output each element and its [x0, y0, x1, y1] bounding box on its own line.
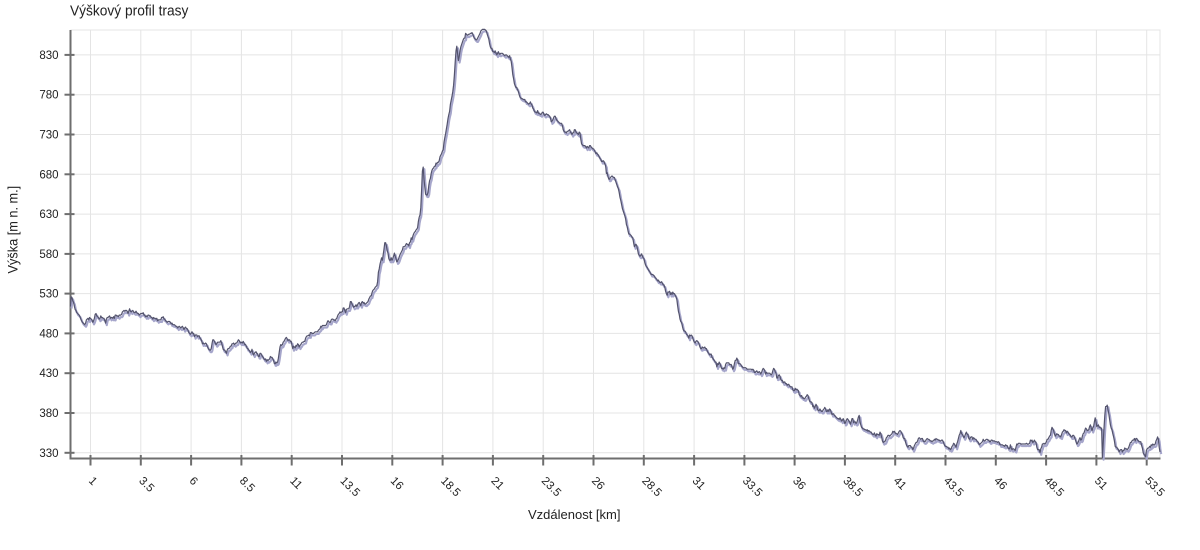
svg-text:Výškový profil trasy: Výškový profil trasy [70, 3, 189, 20]
svg-text:430: 430 [39, 368, 58, 380]
svg-text:530: 530 [39, 289, 58, 301]
svg-text:480: 480 [39, 328, 58, 340]
svg-text:Vzdálenost [km]: Vzdálenost [km] [528, 507, 621, 522]
svg-text:830: 830 [39, 50, 58, 62]
svg-text:580: 580 [39, 249, 58, 261]
svg-text:Výška [m n. m.]: Výška [m n. m.] [5, 186, 21, 274]
svg-text:680: 680 [39, 169, 58, 181]
svg-text:330: 330 [39, 448, 58, 460]
svg-text:630: 630 [39, 209, 58, 221]
svg-text:730: 730 [39, 130, 58, 142]
svg-text:380: 380 [39, 408, 58, 420]
svg-text:780: 780 [39, 90, 58, 102]
